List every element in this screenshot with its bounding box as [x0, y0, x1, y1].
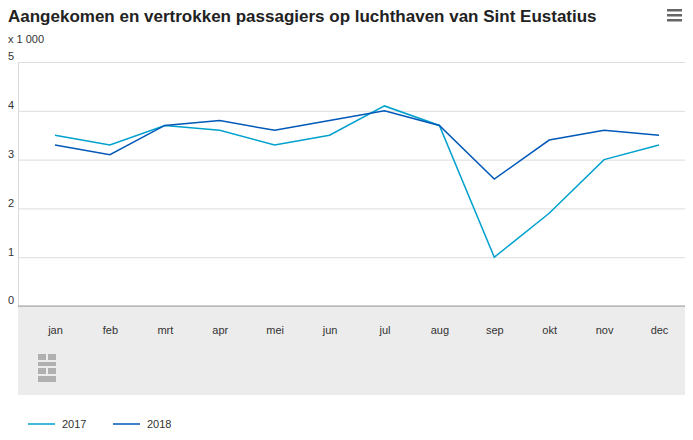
- legend-item[interactable]: 2018: [113, 418, 171, 430]
- y-axis-line: [19, 63, 686, 307]
- grid-line: [18, 111, 685, 112]
- subtitle: x 1 000: [8, 33, 44, 45]
- y-tick: 5: [8, 50, 685, 62]
- x-tick: mrt: [157, 306, 173, 336]
- x-tick-label: apr: [212, 324, 228, 336]
- series-line: [55, 111, 659, 179]
- legend-swatch[interactable]: [28, 423, 55, 425]
- x-tick-label: mei: [266, 324, 284, 336]
- grid-line: [18, 306, 685, 307]
- x-tick: jul: [378, 306, 390, 336]
- x-tick: dec: [651, 306, 669, 336]
- logo-part: [38, 376, 56, 382]
- series-line: [55, 106, 659, 257]
- axis-band: [18, 306, 685, 395]
- menu-bar[interactable]: [667, 14, 682, 17]
- y-tick: 2: [8, 197, 685, 209]
- x-tick: aug: [431, 306, 449, 336]
- x-tick-label: feb: [103, 324, 118, 336]
- grid-line: [18, 62, 685, 63]
- x-tick-label: aug: [431, 324, 449, 336]
- x-tick: mei: [266, 306, 284, 336]
- grid-line: [18, 257, 685, 258]
- x-axis: jan feb mrt apr mei jun jul aug sep okt nov dec: [18, 306, 685, 336]
- y-tick-label: 4: [8, 99, 14, 111]
- y-tick-label: 5: [8, 50, 14, 62]
- y-tick-label: 3: [8, 148, 14, 160]
- x-tick-label: jun: [322, 324, 338, 336]
- x-tick: okt: [542, 306, 557, 336]
- x-tick-label: jul: [378, 324, 390, 336]
- legend-label[interactable]: 2017: [62, 418, 86, 430]
- lines: [55, 106, 659, 257]
- legend-swatch[interactable]: [113, 423, 140, 425]
- legend-item[interactable]: 2017: [28, 418, 86, 430]
- legend-label[interactable]: 2018: [147, 418, 171, 430]
- logo-part: [48, 368, 56, 374]
- y-tick-label: 2: [8, 197, 14, 209]
- grid-line: [18, 208, 685, 209]
- y-tick: 4: [8, 99, 685, 111]
- logo-part: [38, 354, 46, 360]
- y-tick-label: 1: [8, 246, 14, 258]
- x-axis-line: [18, 306, 685, 307]
- y-tick: 1: [8, 246, 685, 258]
- grid-line: [18, 160, 685, 161]
- x-tick-label: sep: [486, 324, 504, 336]
- x-tick-label: jan: [47, 324, 63, 336]
- menu-icon[interactable]: [667, 9, 682, 22]
- logo-part: [38, 368, 46, 374]
- x-tick: jun: [322, 306, 338, 336]
- x-tick: nov: [596, 306, 614, 336]
- x-tick-label: dec: [651, 324, 669, 336]
- logo-part: [48, 354, 56, 360]
- logo-part: [38, 362, 56, 366]
- chart: Aangekomen en vertrokken passagiers op l…: [0, 0, 693, 440]
- y-tick-label: 0: [8, 294, 14, 306]
- legend: 2017 2018: [28, 418, 171, 430]
- x-tick: feb: [103, 306, 118, 336]
- x-tick-label: okt: [542, 324, 557, 336]
- y-tick: 0: [8, 294, 685, 306]
- x-tick: jan: [47, 306, 63, 336]
- menu-bar[interactable]: [667, 9, 682, 12]
- logo: [38, 354, 56, 382]
- title: Aangekomen en vertrokken passagiers op l…: [8, 7, 597, 26]
- y-axis: 0 1 2 3 4 5: [8, 50, 685, 306]
- menu-bar[interactable]: [667, 19, 682, 22]
- x-tick-label: nov: [596, 324, 614, 336]
- x-tick-label: mrt: [157, 324, 173, 336]
- x-tick: apr: [212, 306, 228, 336]
- x-tick: sep: [486, 306, 504, 336]
